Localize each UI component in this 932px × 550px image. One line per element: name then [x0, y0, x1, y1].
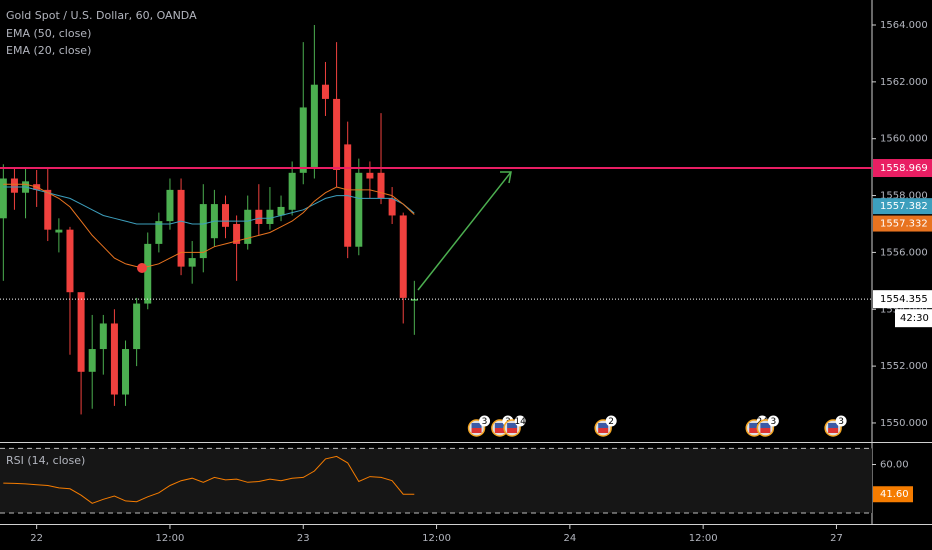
candle-body: [366, 172, 374, 179]
event-flag-stripes: [494, 428, 505, 433]
candle-body: [410, 299, 418, 301]
candle-body: [133, 303, 141, 350]
y-tick-label: 1562.000: [880, 77, 928, 88]
trend-arrow: [417, 171, 512, 291]
legend-entry: EMA (50, close): [6, 27, 91, 40]
legend-entry: EMA (20, close): [6, 44, 91, 57]
candle-body: [321, 84, 329, 99]
x-tick-label: 12:00: [422, 533, 451, 544]
x-tick-label: 24: [563, 533, 576, 544]
rsi-tick-label: 60.00: [880, 460, 909, 471]
candle-body: [244, 209, 252, 244]
candle-body: [144, 243, 152, 304]
rsi-title: RSI (14, close): [6, 454, 85, 467]
event-flag-stripes: [760, 428, 771, 433]
event-count: 3: [838, 417, 844, 427]
ema-value-label: 1557.332: [880, 219, 928, 230]
event-flag: [598, 423, 609, 428]
rsi-band: [0, 448, 872, 513]
ema-value-label: 1557.382: [880, 201, 928, 212]
event-flag-stripes: [598, 428, 609, 433]
candle-body: [266, 209, 274, 224]
candle-body: [44, 189, 52, 230]
event-count-bg: [835, 415, 847, 427]
candle-body: [110, 323, 118, 395]
event-flag: [749, 423, 760, 428]
candle-body: [299, 107, 307, 173]
event-flag-stripes: [471, 428, 482, 433]
ema-value-bg: [873, 215, 932, 232]
event-count-bg: [479, 415, 491, 427]
x-tick-label: 22: [30, 533, 43, 544]
candle-body: [122, 349, 130, 395]
candle-body: [221, 204, 229, 227]
x-tick-label: 27: [830, 533, 843, 544]
candle-body: [66, 229, 74, 293]
price-label: 1558.969: [880, 163, 928, 174]
candle-body: [233, 223, 241, 244]
candle-body: [310, 84, 318, 168]
event-flag: [828, 423, 839, 428]
event-count: 14: [514, 417, 526, 427]
plot-area: 1550.0001552.0001554.0001556.0001558.000…: [0, 20, 932, 544]
last-price-label: 1554.355: [880, 294, 928, 305]
candle-body: [155, 221, 163, 244]
event-flag-stripes: [749, 428, 760, 433]
event-flag-stripes: [828, 428, 839, 433]
y-tick-label: 1564.000: [880, 20, 928, 31]
candle-body: [77, 292, 85, 372]
countdown-bg: [895, 309, 932, 328]
signal-dot: [137, 263, 147, 273]
y-tick-label: 1560.000: [880, 134, 928, 145]
candle-body: [199, 204, 207, 259]
ema-value-bg: [873, 198, 932, 215]
x-tick-label: 12:00: [156, 533, 185, 544]
event-count-bg: [514, 415, 526, 427]
candle-body: [399, 215, 407, 298]
y-tick-label: 1558.000: [880, 191, 928, 202]
candle-body: [333, 98, 341, 170]
ema-line: [3, 183, 415, 268]
candle-body: [288, 172, 296, 210]
x-tick-label: 12:00: [689, 533, 718, 544]
y-tick-label: 1550.000: [880, 418, 928, 429]
legend-title: Gold Spot / U.S. Dollar, 60, OANDA: [6, 9, 197, 22]
candle-body: [355, 172, 363, 247]
y-tick-label: 1552.000: [880, 361, 928, 372]
event-flag: [494, 423, 505, 428]
candle-body: [88, 349, 96, 372]
y-tick-label: 1556.000: [880, 247, 928, 258]
candle-body: [55, 229, 63, 233]
event-count-bg: [767, 415, 779, 427]
price-label-bg: [873, 159, 932, 178]
countdown-label: 42:30: [900, 313, 929, 324]
candle-body: [255, 209, 263, 224]
candle-body: [188, 258, 196, 267]
candle-body: [166, 189, 174, 222]
event-count: 3: [770, 417, 776, 427]
event-flag-stripes: [507, 428, 518, 433]
event-count: 2: [608, 417, 614, 427]
rsi-value-bg: [873, 486, 913, 503]
rsi-line: [3, 455, 415, 504]
event-flag: [507, 423, 518, 428]
trend-arrow-head: [500, 171, 512, 184]
candle-body: [277, 206, 285, 216]
candle-body: [177, 189, 185, 267]
candle-body: [0, 178, 7, 219]
event-flag: [760, 423, 771, 428]
ema-line: [3, 186, 415, 225]
event-flag: [471, 423, 482, 428]
x-tick-label: 23: [297, 533, 310, 544]
last-price-bg: [873, 290, 932, 309]
candle-body: [377, 172, 385, 199]
event-count: 3: [482, 417, 488, 427]
rsi-value-label: 41.60: [880, 489, 909, 500]
candle-body: [10, 178, 18, 193]
candle-body: [388, 198, 396, 216]
candle-body: [99, 323, 107, 350]
event-count-bg: [605, 415, 617, 427]
